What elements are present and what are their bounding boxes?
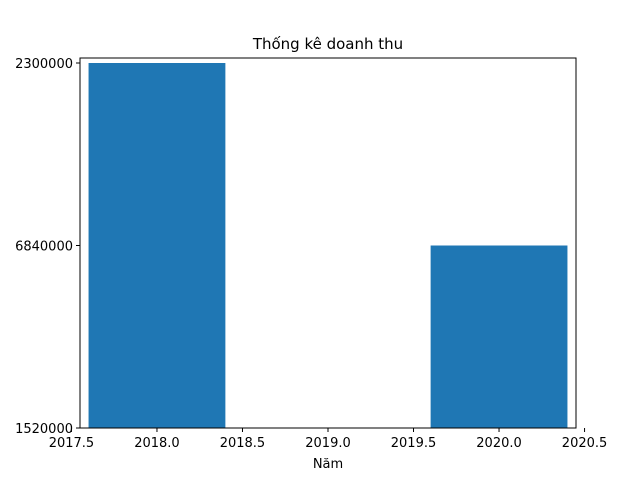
y-tick-label: 6840000 — [15, 240, 73, 255]
x-tick-label: 2020.5 — [562, 436, 608, 451]
x-tick-label: 2019.0 — [305, 436, 351, 451]
bar-2018 — [88, 63, 226, 428]
bar-2020 — [430, 245, 568, 428]
x-tick-label: 2018.0 — [134, 436, 180, 451]
x-tick-label: 2018.5 — [220, 436, 266, 451]
y-tick-label: 2300000 — [15, 57, 73, 72]
x-tick-label: 2020.0 — [476, 436, 522, 451]
x-tick-label: 2017.5 — [49, 436, 95, 451]
chart-title: Thống kê doanh thu — [252, 35, 403, 53]
x-axis-label: Năm — [313, 457, 343, 472]
y-tick-label: 1520000 — [15, 422, 73, 437]
x-tick-label: 2019.5 — [391, 436, 437, 451]
